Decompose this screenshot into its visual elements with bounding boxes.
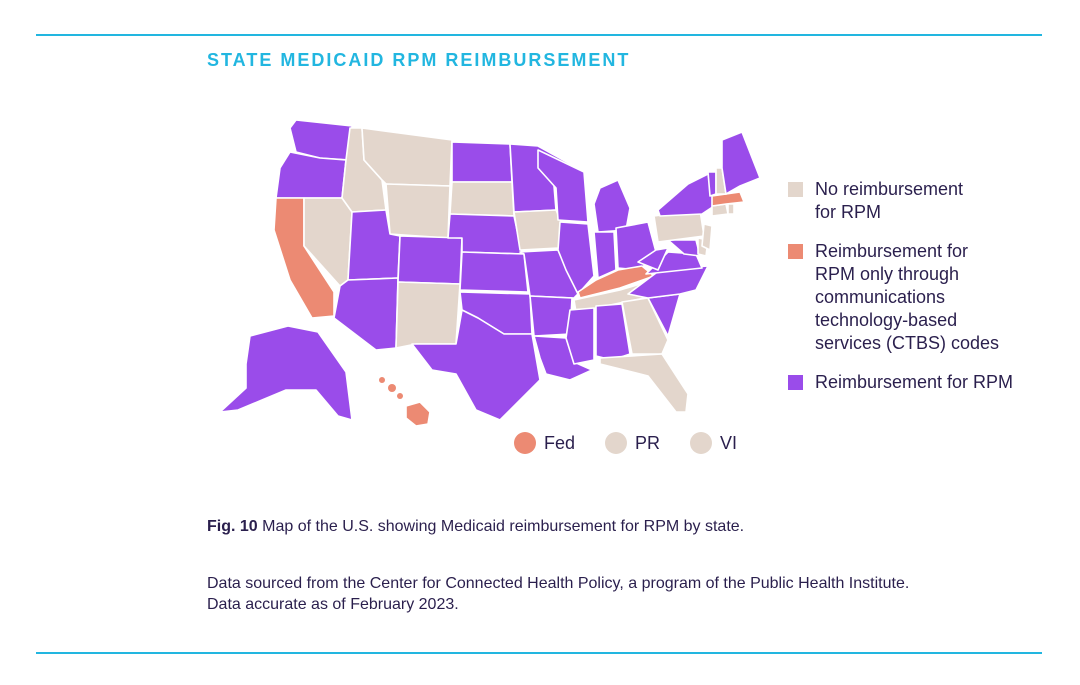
state-wv [637, 247, 669, 271]
legend-item-ctbs: Reimbursement for RPM only through commu… [788, 240, 1048, 355]
legend-item-no-reimbursement: No reimbursement for RPM [788, 178, 1048, 224]
state-sd [449, 181, 515, 217]
territory-pr: PR [605, 432, 660, 454]
territory-label-fed: Fed [544, 432, 576, 453]
legend: No reimbursement for RPM Reimbursement f… [788, 178, 1048, 410]
figure-number: Fig. 10 [207, 518, 258, 535]
territories: Fed PR VI [514, 432, 767, 454]
legend-label-rpm: Reimbursement for RPM [815, 372, 1014, 392]
legend-label-no-reimbursement: No reimbursement for RPM [815, 179, 964, 222]
state-ma [711, 191, 745, 207]
figure-caption: Fig. 10 Map of the U.S. showing Medicaid… [207, 518, 744, 536]
state-ga [621, 297, 669, 355]
state-mi [593, 179, 631, 233]
state-or [275, 151, 347, 199]
state-md [667, 239, 701, 257]
territory-dot-pr [605, 432, 628, 454]
page-title: STATE MEDICAID RPM REIMBURSEMENT [207, 50, 631, 70]
state-wi [537, 149, 589, 223]
state-in [593, 231, 617, 279]
state-ny [657, 173, 715, 217]
bottom-rule [36, 652, 1042, 654]
us-map [219, 119, 761, 427]
state-hi-island-3 [397, 393, 403, 399]
state-ri [727, 203, 735, 215]
state-ks [459, 251, 529, 293]
figure-caption-text: Map of the U.S. showing Medicaid reimbur… [262, 518, 745, 535]
legend-swatch-rpm [788, 375, 803, 390]
state-hi-island-1 [388, 384, 396, 392]
state-co [397, 235, 463, 285]
state-ms [565, 307, 595, 365]
territory-fed: Fed [514, 432, 575, 454]
territory-dot-fed [514, 432, 536, 454]
state-me [721, 131, 761, 195]
state-hi-island-2 [379, 377, 385, 383]
state-tx [411, 309, 541, 421]
state-hi [405, 401, 431, 427]
state-az [333, 277, 399, 351]
territory-dot-vi [690, 432, 713, 454]
top-rule [36, 34, 1042, 36]
state-wy [385, 183, 451, 239]
territory-vi: VI [690, 432, 737, 454]
legend-label-ctbs: Reimbursement for RPM only through commu… [815, 241, 1000, 353]
state-nd [451, 141, 513, 183]
state-vt [707, 171, 717, 197]
state-fl [599, 353, 689, 413]
territory-label-vi: VI [720, 432, 738, 453]
territory-label-pr: PR [635, 432, 661, 453]
legend-swatch-ctbs [788, 244, 803, 259]
state-ak [219, 325, 353, 421]
legend-item-rpm: Reimbursement for RPM [788, 371, 1048, 394]
state-ar [529, 295, 573, 337]
state-nm [395, 281, 461, 349]
data-source-note: Data sourced from the Center for Connect… [207, 575, 910, 613]
state-nj [701, 223, 713, 251]
legend-swatch-no-reimbursement [788, 182, 803, 197]
